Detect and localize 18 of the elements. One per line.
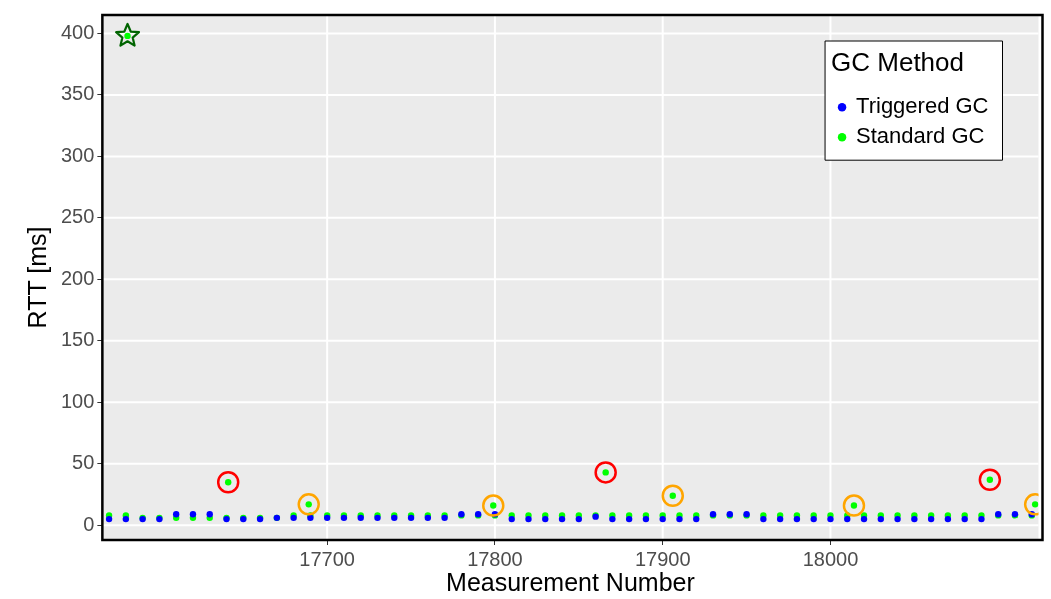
y-tick-label: 300	[60, 143, 95, 166]
x-tick-label: 17900	[634, 547, 691, 570]
y-tick-label: 150	[60, 328, 95, 351]
legend-label: Triggered GC	[856, 93, 989, 119]
x-tick-label: 17700	[299, 547, 355, 570]
legend-label: Standard GC	[856, 123, 985, 149]
y-tick-label: 250	[60, 205, 95, 228]
y-tick-label: 200	[60, 266, 95, 289]
y-tick-label: 100	[60, 389, 95, 412]
x-tick-label: 17800	[467, 547, 523, 570]
y-axis-title: RTT [ms]	[22, 226, 51, 329]
y-tick-label: 0	[83, 512, 95, 535]
y-tick-label: 350	[60, 82, 95, 105]
x-axis-title: Measurement Number	[446, 567, 695, 596]
y-tick-label: 50	[72, 451, 95, 474]
x-tick-label: 18000	[802, 547, 859, 570]
legend-title: GC Method	[831, 47, 964, 78]
y-tick-label: 400	[60, 20, 95, 43]
